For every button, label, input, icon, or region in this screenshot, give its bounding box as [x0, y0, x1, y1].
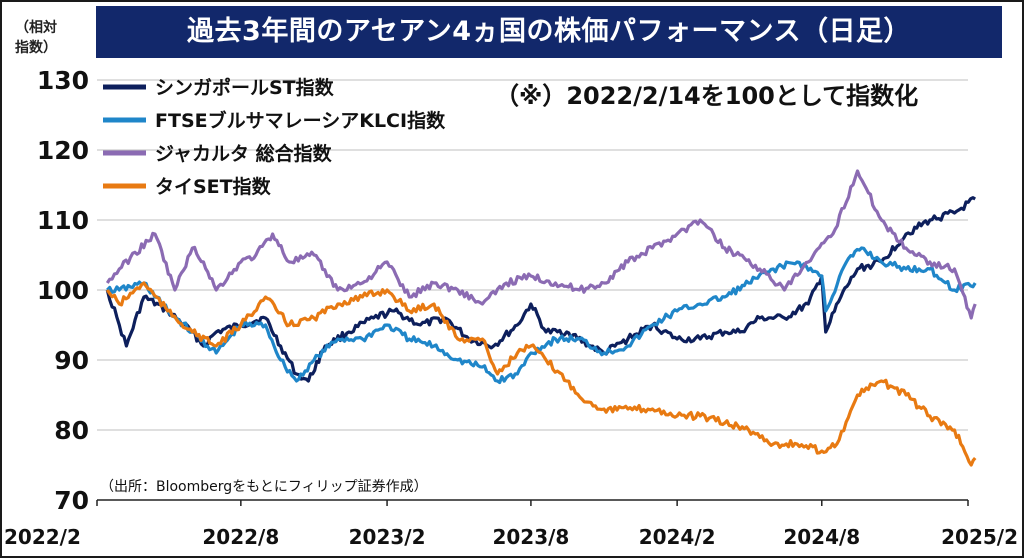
- axes: 70 80 90 100 110 120 130 2022/2 2022/8 2023/2 2023…: [4, 66, 1018, 549]
- legend-label-2: FTSEブルサマレーシアKLCI指数: [155, 109, 446, 132]
- y-unit-label-line2: 指数）: [15, 40, 57, 56]
- y-tick-label: 130: [37, 66, 89, 95]
- x-tick-label: 2022/2: [4, 525, 81, 549]
- x-tick-label: 2022/8: [202, 525, 279, 549]
- series-lines: [105, 169, 977, 467]
- series-line-3: [105, 169, 977, 320]
- legend-label-1: シンガポールST指数: [155, 76, 335, 99]
- legend-label-4: タイSET指数: [155, 175, 272, 198]
- gridlines: [97, 79, 968, 431]
- source-note: （出所：Bloombergをもとにフィリップ証券作成）: [100, 479, 428, 495]
- y-tick-label: 120: [37, 136, 89, 165]
- series-line-4: [105, 281, 977, 467]
- index-note: （※）2022/2/14を100として指数化: [495, 82, 918, 110]
- y-tick-label: 80: [54, 416, 89, 445]
- chart-title: 過去3年間のアセアン4ヵ国の株価パフォーマンス（日足）: [96, 6, 1002, 58]
- y-unit-label: （相対 指数）: [4, 18, 68, 58]
- x-tick-label: 2023/8: [492, 525, 569, 549]
- x-tick-label: 2024/8: [783, 525, 860, 549]
- series-line-2: [106, 246, 977, 385]
- series-line-1: [105, 196, 976, 383]
- x-tick-label: 2024/2: [639, 525, 716, 549]
- y-tick-label: 100: [37, 276, 89, 305]
- x-tick-label: 2025/2: [941, 525, 1018, 549]
- y-unit-label-line1: （相対: [15, 20, 57, 36]
- legend-label-3: ジャカルタ 総合指数: [155, 142, 333, 165]
- y-tick-label: 90: [54, 346, 89, 375]
- y-tick-label: 110: [37, 206, 89, 235]
- y-tick-label: 70: [54, 486, 89, 515]
- x-tick-label: 2023/2: [349, 525, 426, 549]
